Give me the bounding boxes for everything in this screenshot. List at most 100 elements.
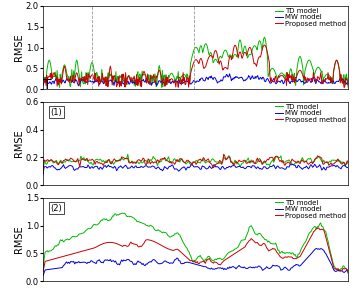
MW model <box>292 79 297 83</box>
Proposed method <box>41 78 45 81</box>
MW model <box>76 84 81 88</box>
Y-axis label: RMSE: RMSE <box>14 226 24 253</box>
Proposed method <box>176 86 180 89</box>
Text: T: T <box>43 78 52 92</box>
MW model <box>222 268 226 271</box>
TD model <box>346 163 350 166</box>
MW model <box>41 274 45 277</box>
Proposed method <box>41 171 45 175</box>
MW model <box>41 172 45 176</box>
Proposed method <box>318 156 323 159</box>
Line: Proposed method: Proposed method <box>43 154 348 173</box>
MW model <box>222 166 226 170</box>
Proposed method <box>262 43 267 47</box>
Proposed method <box>298 255 302 258</box>
TD model <box>42 258 46 261</box>
MW model <box>318 247 323 251</box>
Line: MW model: MW model <box>43 248 348 276</box>
Text: (b) Close-up of (1): (b) Close-up of (1) <box>151 222 240 232</box>
MW model <box>186 80 191 84</box>
Proposed method <box>318 228 323 231</box>
TD model <box>318 158 323 161</box>
Text: Time: Time <box>184 121 208 131</box>
TD model <box>42 158 46 162</box>
MW model <box>42 271 46 275</box>
TD model <box>41 70 45 74</box>
Y-axis label: RMSE: RMSE <box>14 130 24 157</box>
Proposed method <box>228 255 232 258</box>
TD model <box>346 76 350 79</box>
MW model <box>188 82 193 86</box>
Line: Proposed method: Proposed method <box>43 228 348 273</box>
MW model <box>346 83 350 86</box>
Proposed method <box>223 258 227 262</box>
MW model <box>318 165 323 168</box>
Proposed method <box>222 259 226 263</box>
MW model <box>223 267 227 270</box>
MW model <box>207 76 211 79</box>
TD model <box>299 158 303 161</box>
Legend: TD model, MW model, Proposed method: TD model, MW model, Proposed method <box>275 200 346 219</box>
Proposed method <box>41 270 45 273</box>
TD model <box>57 86 62 89</box>
Text: (2): (2) <box>188 108 200 117</box>
TD model <box>126 153 130 156</box>
Text: (a) Whole time: (a) Whole time <box>159 139 232 149</box>
TD model <box>186 79 191 83</box>
Proposed method <box>207 56 211 59</box>
Proposed method <box>346 160 350 163</box>
Text: (1): (1) <box>86 108 98 117</box>
MW model <box>228 72 232 76</box>
MW model <box>340 78 344 81</box>
TD model <box>262 35 267 39</box>
TD model <box>224 254 228 258</box>
MW model <box>223 75 228 79</box>
Proposed method <box>346 86 350 89</box>
Proposed method <box>292 81 297 85</box>
TD model <box>229 250 233 253</box>
Y-axis label: RMSE: RMSE <box>14 34 24 62</box>
MW model <box>298 166 302 169</box>
TD model <box>223 157 227 160</box>
TD model <box>224 156 228 160</box>
MW model <box>312 163 317 166</box>
Proposed method <box>186 85 191 89</box>
Proposed method <box>223 154 227 158</box>
MW model <box>228 265 232 269</box>
Proposed method <box>223 66 228 69</box>
TD model <box>121 211 125 215</box>
MW model <box>298 264 302 268</box>
Proposed method <box>317 226 321 230</box>
TD model <box>229 159 233 162</box>
Line: TD model: TD model <box>43 213 348 274</box>
Text: Time: Time <box>184 204 208 214</box>
TD model <box>318 221 323 225</box>
TD model <box>188 62 193 66</box>
TD model <box>223 48 228 52</box>
Proposed method <box>229 161 233 164</box>
Proposed method <box>222 152 226 156</box>
Text: (2): (2) <box>51 204 62 213</box>
MW model <box>314 247 319 250</box>
Line: TD model: TD model <box>43 37 348 87</box>
Proposed method <box>224 158 228 162</box>
TD model <box>346 272 350 275</box>
Line: TD model: TD model <box>43 154 348 172</box>
Text: (1): (1) <box>51 108 62 117</box>
TD model <box>299 247 303 250</box>
Legend: TD model, MW model, Proposed method: TD model, MW model, Proposed method <box>275 104 346 122</box>
TD model <box>41 170 45 173</box>
MW model <box>346 270 350 274</box>
Proposed method <box>42 158 46 162</box>
TD model <box>292 72 297 75</box>
Line: MW model: MW model <box>43 74 348 86</box>
Proposed method <box>188 72 193 76</box>
Legend: TD model, MW model, Proposed method: TD model, MW model, Proposed method <box>275 8 346 27</box>
TD model <box>41 266 45 270</box>
MW model <box>223 167 227 171</box>
MW model <box>41 84 45 87</box>
TD model <box>223 256 227 259</box>
Proposed method <box>299 159 303 163</box>
Proposed method <box>42 265 46 268</box>
MW model <box>228 165 232 168</box>
